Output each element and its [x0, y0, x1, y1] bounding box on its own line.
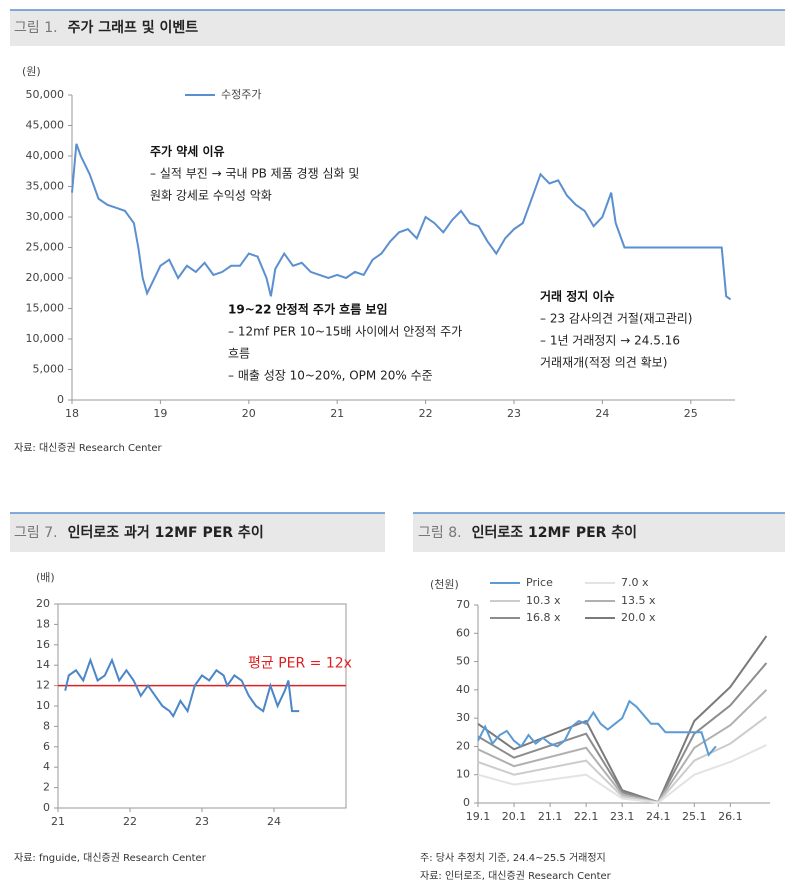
annotation: 흐름: [228, 347, 250, 361]
annotation: 원화 강세로 수익성 악화: [150, 189, 272, 203]
y-tick-label: 18: [36, 617, 50, 630]
y-tick-label: 35,000: [26, 180, 65, 193]
source: 자료: 인터로조, 대신증권 Research Center: [420, 870, 612, 882]
x-tick-label: 24: [595, 407, 609, 420]
figure-label: 그림 1.: [14, 20, 58, 36]
y-tick-label: 25,000: [26, 241, 65, 254]
y-tick-label: 8: [43, 719, 50, 732]
annotation: – 매출 성장 10~20%, OPM 20% 수준: [228, 369, 433, 383]
y-tick-label: 50,000: [26, 88, 65, 101]
x-tick-label: 23: [195, 815, 209, 828]
y-tick-label: 45,000: [26, 119, 65, 132]
figure-title: 인터로조 12MF PER 추이: [472, 524, 637, 541]
y-unit: (원): [22, 65, 41, 78]
y-tick-label: 2: [43, 781, 50, 794]
y-tick-label: 0: [463, 796, 470, 809]
x-tick-label: 25.1: [682, 810, 707, 823]
annotation: – 실적 부진 → 국내 PB 제품 경쟁 심화 및: [150, 167, 359, 181]
y-tick-label: 40: [456, 683, 470, 696]
figure-title: 인터로조 과거 12MF PER 추이: [68, 524, 264, 541]
annotation: 거래 정지 이슈: [540, 289, 615, 304]
header-box: [10, 513, 385, 552]
x-tick-label: 22.1: [574, 810, 599, 823]
x-tick-label: 25: [684, 407, 698, 420]
y-tick-label: 16: [36, 638, 50, 651]
y-tick-label: 10,000: [26, 332, 65, 345]
y-tick-label: 50: [456, 655, 470, 668]
x-tick-label: 26.1: [718, 810, 743, 823]
x-tick-label: 21: [51, 815, 65, 828]
annotation: – 12mf PER 10~15배 사이에서 안정적 주가: [228, 325, 462, 339]
y-tick-label: 20,000: [26, 271, 65, 284]
x-tick-label: 23: [507, 407, 521, 420]
x-tick-label: 21.1: [538, 810, 563, 823]
y-tick-label: 0: [57, 393, 64, 406]
y-tick-label: 10: [456, 768, 470, 781]
y-tick-label: 4: [43, 760, 50, 773]
y-tick-label: 40,000: [26, 149, 65, 162]
series-line: [64, 657, 300, 719]
y-tick-label: 12: [36, 679, 50, 692]
x-tick-label: 21: [330, 407, 344, 420]
annotation: 거래재개(적정 의견 확보): [540, 356, 667, 370]
y-tick-label: 14: [36, 658, 50, 671]
legend-label: 수정주가: [221, 88, 261, 101]
x-tick-label: 24.1: [646, 810, 671, 823]
header-box: [10, 10, 785, 46]
x-tick-label: 22: [419, 407, 433, 420]
x-tick-label: 19.1: [466, 810, 491, 823]
y-tick-label: 20: [36, 597, 50, 610]
annotation: – 23 감사의견 거절(재고관리): [540, 312, 692, 326]
y-tick-label: 30,000: [26, 210, 65, 223]
figure-label: 그림 8.: [418, 525, 462, 541]
y-unit: (배): [36, 571, 55, 584]
annotation: 19~22 안정적 주가 흐름 보임: [228, 302, 388, 317]
y-tick-label: 70: [456, 598, 470, 611]
average-label: 평균 PER = 12x: [248, 656, 352, 672]
series-line: [477, 715, 767, 804]
legend-label: 16.8 x: [526, 611, 561, 624]
source: 자료: fnguide, 대신증권 Research Center: [14, 852, 207, 864]
x-tick-label: 20: [242, 407, 256, 420]
annotation: – 1년 거래정지 → 24.5.16: [540, 334, 680, 348]
y-unit: (천원): [430, 577, 459, 591]
legend-label: Price: [526, 576, 553, 589]
series-line: [477, 662, 768, 804]
y-tick-label: 60: [456, 626, 470, 639]
y-tick-label: 10: [36, 699, 50, 712]
note: 주: 당사 추정치 기준, 24.4~25.5 거래정지: [420, 852, 606, 864]
legend-label: 7.0 x: [621, 576, 649, 589]
y-tick-label: 15,000: [26, 302, 65, 315]
x-tick-label: 18: [65, 407, 79, 420]
y-tick-label: 30: [456, 711, 470, 724]
legend-label: 10.3 x: [526, 594, 561, 607]
series-line: [71, 143, 732, 301]
y-tick-label: 20: [456, 739, 470, 752]
series-line: [477, 744, 767, 804]
x-tick-label: 20.1: [502, 810, 527, 823]
header-box: [413, 513, 785, 552]
y-tick-label: 0: [43, 801, 50, 814]
series-line: [477, 699, 717, 757]
figure-title: 주가 그래프 및 이벤트: [68, 19, 199, 36]
legend-label: 13.5 x: [621, 594, 656, 607]
x-tick-label: 22: [123, 815, 137, 828]
x-tick-label: 19: [153, 407, 167, 420]
annotation: 주가 약세 이유: [150, 144, 225, 159]
y-tick-label: 5,000: [33, 363, 65, 376]
legend-label: 20.0 x: [621, 611, 656, 624]
y-tick-label: 6: [43, 740, 50, 753]
x-tick-label: 24: [267, 815, 281, 828]
figure-label: 그림 7.: [14, 525, 58, 541]
x-tick-label: 23.1: [610, 810, 635, 823]
source: 자료: 대신증권 Research Center: [14, 442, 163, 454]
